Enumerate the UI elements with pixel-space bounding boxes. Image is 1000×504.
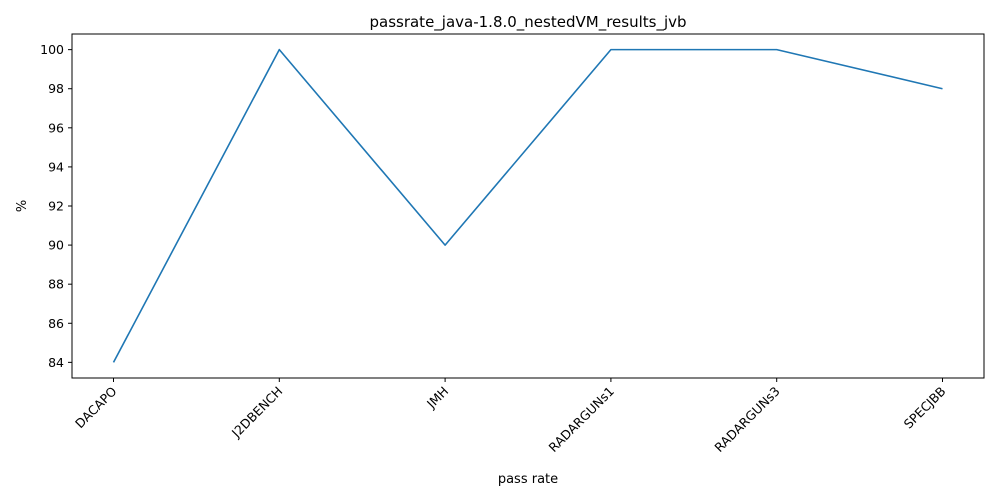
series-line [114, 50, 943, 363]
y-tick-label: 92 [48, 199, 64, 214]
y-tick-label: 96 [48, 120, 64, 135]
series-layer [113, 50, 942, 363]
y-tick-label: 88 [48, 277, 64, 292]
x-tick-label: RADARGUNs3 [711, 384, 782, 455]
plot-area: 84 86 88 90 92 94 96 98 100 DACAPO J2DBENCH JMH RAD… [40, 34, 984, 455]
y-axis-label: % [15, 200, 30, 212]
y-tick-label: 94 [48, 159, 64, 174]
y-tick-label: 86 [48, 316, 64, 331]
x-tick-label: DACAPO [72, 383, 120, 431]
x-tick-label: RADARGUNs1 [546, 384, 617, 455]
y-tick-label: 100 [40, 42, 64, 57]
y-tick-label: 84 [48, 355, 64, 370]
x-tick-label: JMH [423, 384, 451, 412]
x-axis: DACAPO J2DBENCH JMH RADARGUNs1 RADARGUNs3 SPE… [72, 378, 949, 455]
plot-frame [72, 34, 984, 378]
y-tick-label: 90 [48, 238, 64, 253]
x-axis-label: pass rate [498, 472, 558, 487]
chart-title: passrate_java-1.8.0_nestedVM_results_jvb [369, 13, 686, 32]
x-tick-label: SPECJBB [901, 384, 949, 432]
y-tick-label: 98 [48, 81, 64, 96]
y-axis: 84 86 88 90 92 94 96 98 100 [40, 42, 72, 370]
x-tick-label: J2DBENCH [228, 384, 285, 441]
